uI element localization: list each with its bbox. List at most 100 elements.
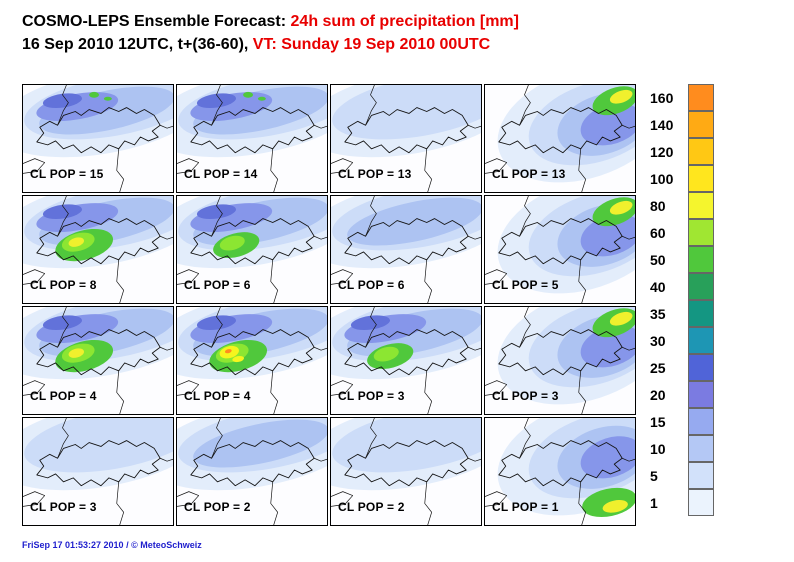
precipitation-map bbox=[485, 418, 635, 525]
precipitation-map bbox=[485, 196, 635, 303]
legend-color-swatch bbox=[688, 137, 714, 165]
legend-value: 60 bbox=[650, 224, 666, 241]
title-highlight: 24h sum of precipitation [mm] bbox=[290, 13, 519, 30]
ensemble-maps-grid: CL POP = 15 CL POP = 14 CL POP = 13 CL POP … bbox=[22, 84, 636, 526]
legend-entry: 50 bbox=[650, 245, 714, 273]
legend-entry: 35 bbox=[650, 299, 714, 327]
precipitation-map bbox=[485, 85, 635, 192]
cl-pop-label: CL POP = 8 bbox=[30, 278, 97, 292]
legend-entry: 60 bbox=[650, 218, 714, 246]
forecast-map-panel: CL POP = 2 bbox=[330, 417, 482, 526]
legend-value: 10 bbox=[650, 440, 666, 457]
precipitation-map bbox=[23, 307, 173, 414]
cl-pop-label: CL POP = 13 bbox=[338, 167, 412, 181]
cl-pop-label: CL POP = 3 bbox=[492, 389, 559, 403]
forecast-map-panel: CL POP = 13 bbox=[484, 84, 636, 193]
legend-entry: 20 bbox=[650, 380, 714, 408]
legend-color-swatch bbox=[688, 326, 714, 354]
precipitation-map bbox=[485, 307, 635, 414]
legend-color-swatch bbox=[688, 164, 714, 192]
cl-pop-label: CL POP = 3 bbox=[30, 500, 97, 514]
forecast-map-panel: CL POP = 13 bbox=[330, 84, 482, 193]
cl-pop-label: CL POP = 3 bbox=[338, 389, 405, 403]
precipitation-map bbox=[331, 85, 481, 192]
cl-pop-label: CL POP = 6 bbox=[338, 278, 405, 292]
legend-color-swatch bbox=[688, 191, 714, 219]
forecast-map-panel: CL POP = 6 bbox=[330, 195, 482, 304]
cl-pop-label: CL POP = 4 bbox=[184, 389, 251, 403]
forecast-map-panel: CL POP = 15 bbox=[22, 84, 174, 193]
legend-entry: 140 bbox=[650, 110, 714, 138]
cl-pop-label: CL POP = 14 bbox=[184, 167, 258, 181]
precipitation-map bbox=[23, 418, 173, 525]
legend-value: 5 bbox=[650, 467, 658, 484]
legend-entry: 30 bbox=[650, 326, 714, 354]
precipitation-map bbox=[23, 196, 173, 303]
legend-entry: 15 bbox=[650, 407, 714, 435]
precipitation-map bbox=[331, 196, 481, 303]
precipitation-map bbox=[177, 85, 327, 192]
forecast-map-panel: CL POP = 2 bbox=[176, 417, 328, 526]
legend-color-swatch bbox=[688, 299, 714, 327]
legend-value: 50 bbox=[650, 251, 666, 268]
legend-entry: 1 bbox=[650, 488, 714, 516]
legend-value: 40 bbox=[650, 278, 666, 295]
precipitation-map bbox=[177, 307, 327, 414]
legend-color-swatch bbox=[688, 272, 714, 300]
legend-entry: 80 bbox=[650, 191, 714, 219]
legend-value: 1 bbox=[650, 494, 658, 511]
legend-color-swatch bbox=[688, 218, 714, 246]
legend-color-swatch bbox=[688, 488, 714, 516]
legend-value: 80 bbox=[650, 197, 666, 214]
cl-pop-label: CL POP = 2 bbox=[338, 500, 405, 514]
legend-value: 140 bbox=[650, 116, 674, 133]
precipitation-map bbox=[177, 418, 327, 525]
forecast-map-panel: CL POP = 3 bbox=[484, 306, 636, 415]
legend-entry: 5 bbox=[650, 461, 714, 489]
subtitle-text: 16 Sep 2010 12UTC, t+(36-60), bbox=[22, 36, 253, 53]
precipitation-map bbox=[23, 85, 173, 192]
precipitation-legend: 160 140 120 100 80 60 50 40 35 30 25 20 15 10 5 1 bbox=[650, 83, 714, 516]
forecast-map-panel: CL POP = 3 bbox=[22, 417, 174, 526]
legend-value: 30 bbox=[650, 332, 666, 349]
title-text: COSMO-LEPS Ensemble Forecast: bbox=[22, 13, 291, 30]
legend-entry: 10 bbox=[650, 434, 714, 462]
legend-entry: 100 bbox=[650, 164, 714, 192]
cl-pop-label: CL POP = 6 bbox=[184, 278, 251, 292]
forecast-map-panel: CL POP = 4 bbox=[22, 306, 174, 415]
cl-pop-label: CL POP = 1 bbox=[492, 500, 559, 514]
legend-value: 35 bbox=[650, 305, 666, 322]
legend-value: 25 bbox=[650, 359, 666, 376]
subtitle-highlight: VT: Sunday 19 Sep 2010 00UTC bbox=[252, 36, 491, 53]
legend-value: 100 bbox=[650, 170, 674, 187]
legend-entry: 160 bbox=[650, 83, 714, 111]
forecast-map-panel: CL POP = 5 bbox=[484, 195, 636, 304]
legend-value: 15 bbox=[650, 413, 666, 430]
legend-value: 160 bbox=[650, 89, 674, 106]
legend-color-swatch bbox=[688, 245, 714, 273]
legend-color-swatch bbox=[688, 434, 714, 462]
forecast-map-panel: CL POP = 14 bbox=[176, 84, 328, 193]
cl-pop-label: CL POP = 13 bbox=[492, 167, 566, 181]
precipitation-map bbox=[331, 418, 481, 525]
timestamp-copyright: FriSep 17 01:53:27 2010 / © MeteoSchweiz bbox=[22, 540, 202, 550]
cl-pop-label: CL POP = 5 bbox=[492, 278, 559, 292]
legend-color-swatch bbox=[688, 353, 714, 381]
legend-color-swatch bbox=[688, 407, 714, 435]
legend-entry: 25 bbox=[650, 353, 714, 381]
forecast-map-panel: CL POP = 3 bbox=[330, 306, 482, 415]
forecast-map-panel: CL POP = 6 bbox=[176, 195, 328, 304]
figure-subtitle: 16 Sep 2010 12UTC, t+(36-60), VT: Sunday… bbox=[22, 33, 519, 56]
forecast-map-panel: CL POP = 1 bbox=[484, 417, 636, 526]
cl-pop-label: CL POP = 2 bbox=[184, 500, 251, 514]
legend-entry: 40 bbox=[650, 272, 714, 300]
forecast-map-panel: CL POP = 4 bbox=[176, 306, 328, 415]
legend-value: 20 bbox=[650, 386, 666, 403]
legend-color-swatch bbox=[688, 110, 714, 138]
figure-header: COSMO-LEPS Ensemble Forecast: 24h sum of… bbox=[22, 10, 519, 56]
legend-value: 120 bbox=[650, 143, 674, 160]
precipitation-map bbox=[177, 196, 327, 303]
legend-color-swatch bbox=[688, 461, 714, 489]
figure-title: COSMO-LEPS Ensemble Forecast: 24h sum of… bbox=[22, 10, 519, 33]
cl-pop-label: CL POP = 4 bbox=[30, 389, 97, 403]
